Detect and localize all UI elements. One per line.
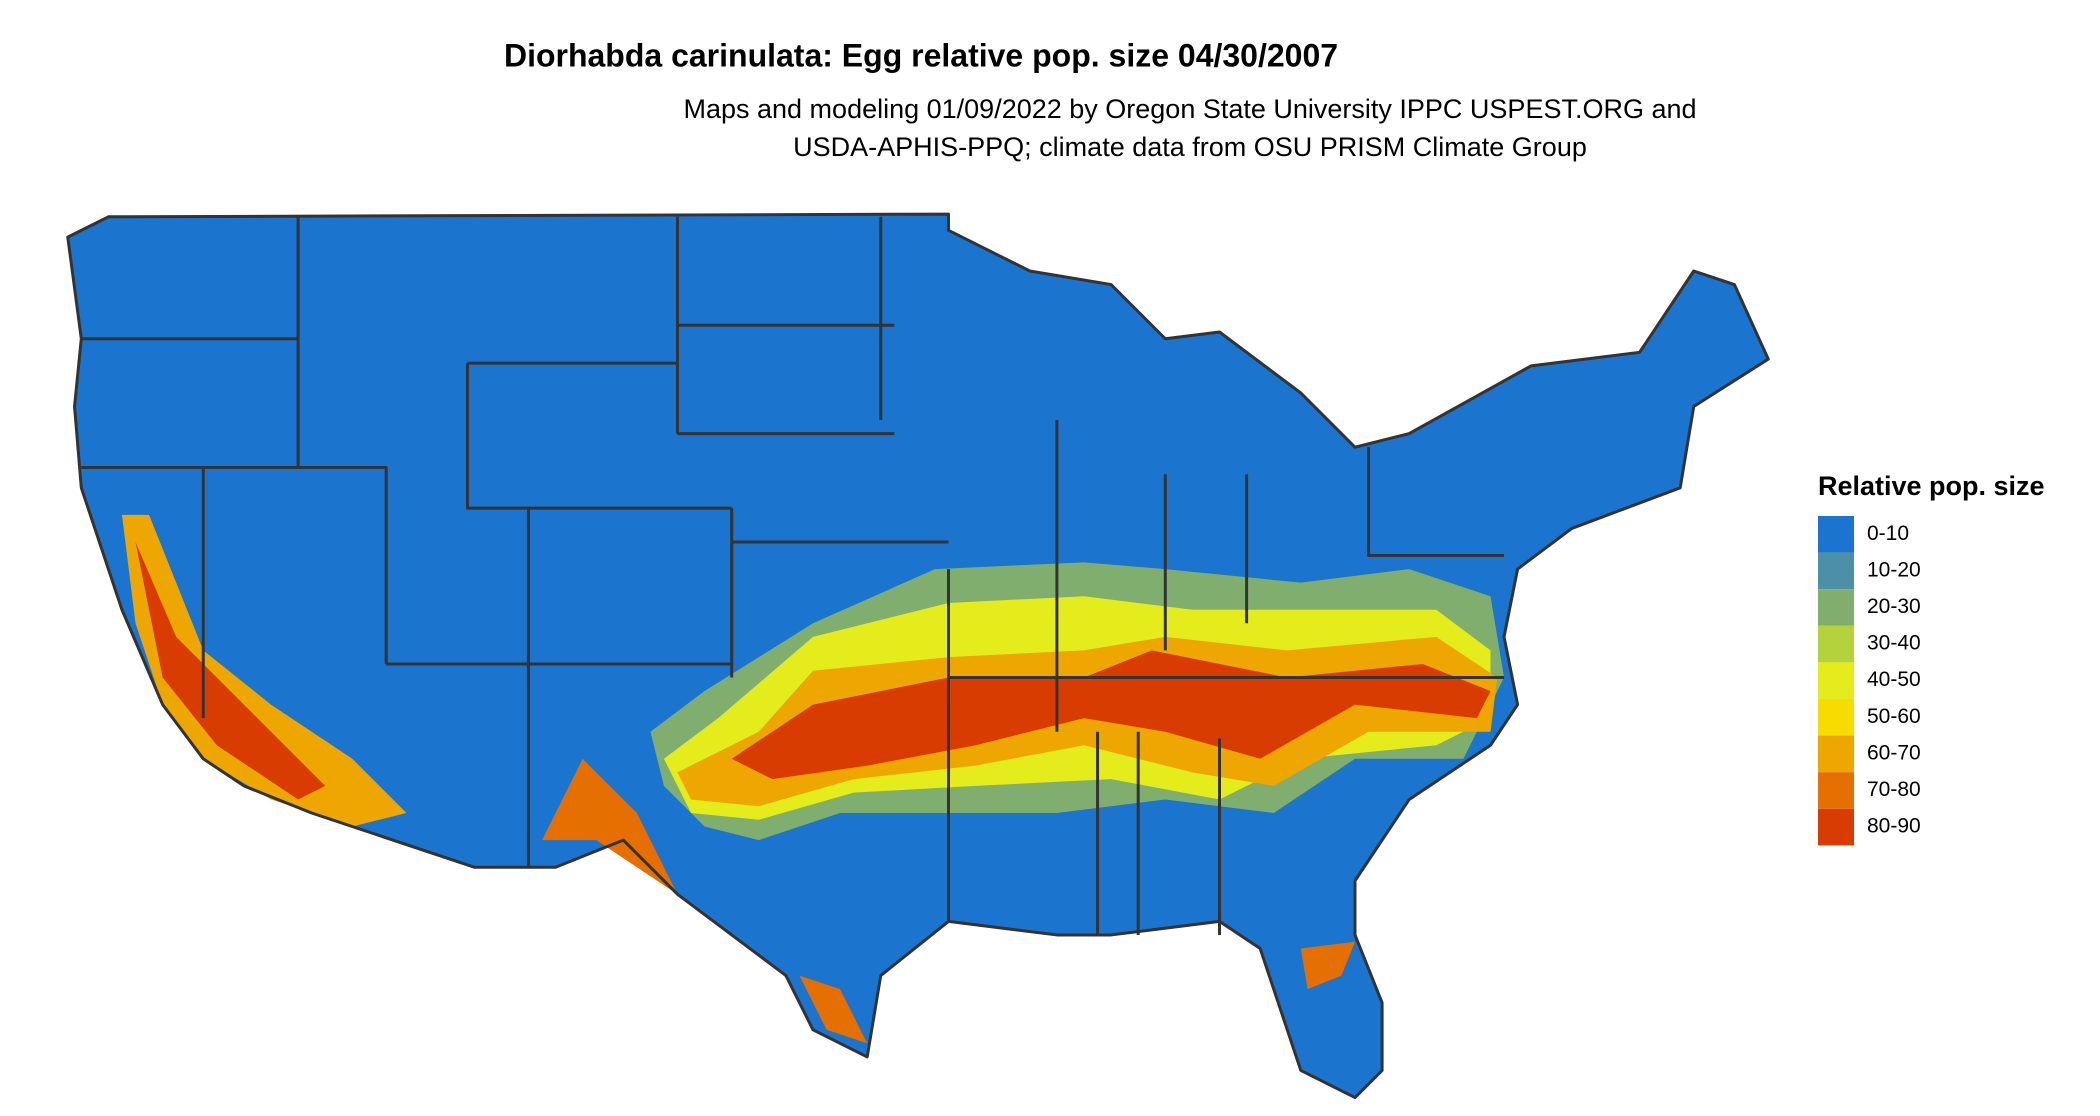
legend-label: 0-10 — [1867, 522, 1909, 545]
legend-label: 80-90 — [1867, 815, 1921, 838]
map-subtitle: Maps and modeling 01/09/2022 by Oregon S… — [683, 94, 1696, 124]
legend-label: 10-20 — [1867, 558, 1921, 581]
map-outline — [66, 212, 1770, 1100]
state-borders — [81, 216, 1505, 935]
legend-swatch — [1818, 552, 1854, 590]
legend-swatch — [1818, 625, 1854, 663]
legend: 0-10 10-20 20-30 30-40 40-50 50-60 60-70 70-80 8… — [1818, 516, 1921, 846]
legend-label: 70-80 — [1867, 778, 1921, 801]
legend-swatch — [1818, 772, 1854, 809]
zone — [121, 514, 407, 827]
legend-swatch — [1818, 589, 1854, 626]
zone — [1300, 941, 1355, 990]
map-subtitle: USDA-APHIS-PPQ; climate data from OSU PR… — [793, 132, 1587, 162]
legend-swatch — [1818, 808, 1854, 846]
legend-swatch — [1818, 735, 1854, 773]
legend-swatch — [1818, 516, 1854, 553]
zone — [731, 650, 1491, 780]
legend-label: 40-50 — [1867, 668, 1921, 691]
legend-label: 60-70 — [1867, 741, 1921, 764]
legend-label: 30-40 — [1867, 632, 1921, 655]
legend-label: 20-30 — [1867, 595, 1921, 618]
legend-swatch — [1818, 662, 1854, 699]
map — [66, 212, 1770, 1100]
map-title: Diorhabda carinulata: Egg relative pop. … — [504, 37, 1338, 73]
zone — [799, 975, 868, 1044]
zone — [135, 542, 326, 800]
legend-title: Relative pop. size — [1818, 471, 2045, 501]
legend-label: 50-60 — [1867, 705, 1921, 728]
legend-swatch — [1818, 699, 1854, 736]
